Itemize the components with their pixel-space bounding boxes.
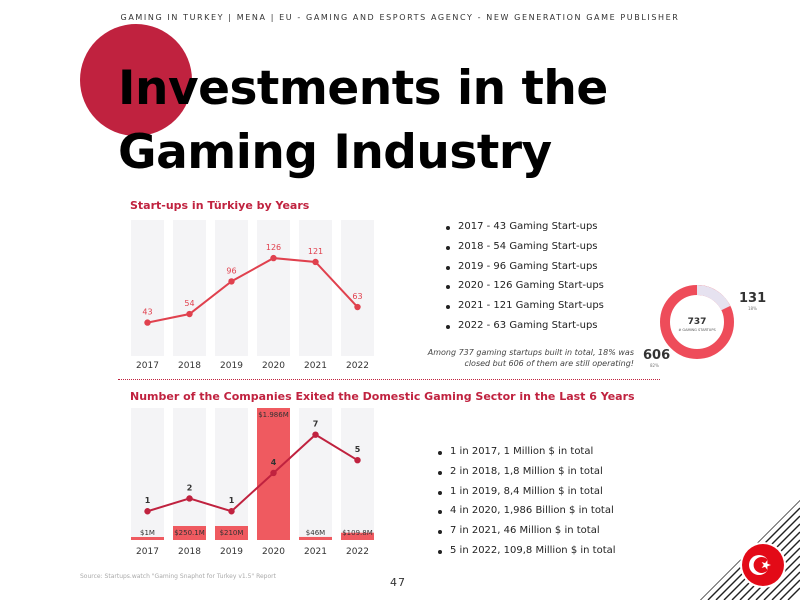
series-line-startups [147,257,359,324]
startups-list-item: 2018 - 54 Gaming Start-ups [444,241,604,261]
value-bar [215,526,248,540]
x-tick-label: 2020 [262,547,285,557]
data-point [312,431,319,438]
chart-column-bg [215,220,248,356]
data-point [354,303,361,311]
chart-column-bg [131,220,164,356]
title-line-2: Gaming Industry [118,125,552,180]
data-point [186,495,193,502]
exits-chart: 2017 2018 2019 2020 2021 2022 $1M $250.1M $210M $… [131,408,374,557]
turkey-flag-icon [740,542,786,588]
data-point [354,457,361,464]
bar-value-label: $210M [220,529,244,537]
title-decor-circle [80,24,192,136]
exits-heading: Number of the Companies Exited the Domes… [130,390,635,403]
donut-closed-segment [660,285,734,359]
value-bar [341,532,374,540]
chart-column-bg [341,220,374,356]
x-tick-label: 2022 [346,547,369,557]
donut-center-caption: # GAMING STARTUPS [678,328,716,332]
x-tick-label: 2019 [220,547,243,557]
exits-list-item: 7 in 2021, 46 Million $ in total [436,525,616,545]
chart-column-bg [173,220,206,356]
chart-column-bg [341,408,374,540]
donut-operating-pct: 82% [650,363,659,368]
x-tick-label: 2020 [262,361,285,371]
series-line-exits [147,433,359,513]
count-label: 4 [271,458,277,467]
startups-heading: Start-ups in Türkiye by Years [130,199,310,212]
exits-list-item: 1 in 2019, 8,4 Million $ in total [436,486,616,506]
data-label: 126 [266,243,281,252]
source-note: Source: Startups.watch "Gaming Snaphot f… [80,573,276,580]
exits-list-item: 1 in 2017, 1 Million $ in total [436,446,616,466]
donut-closed-pct: 18% [748,306,757,311]
page-number: 47 [390,576,406,589]
x-tick-label: 2021 [304,361,327,371]
chart-column-bg [131,408,164,540]
data-label: 121 [308,247,323,256]
data-point [144,319,151,326]
chart-column-bg [299,220,332,356]
donut-closed-value: 131 [739,291,766,306]
value-bar [173,526,206,540]
chart-column-bg [299,408,332,540]
exits-list-item: 2 in 2018, 1,8 Million $ in total [436,466,616,486]
bar-value-label: $250.1M [174,529,205,537]
x-tick-label: 2017 [136,547,159,557]
exits-list: 1 in 2017, 1 Million $ in total 2 in 2018… [436,446,616,565]
value-bar [299,536,332,540]
count-label: 2 [187,483,193,492]
bar-value-label: $109.8M [342,529,373,537]
title-line-1: Investments in the [118,61,608,116]
data-point [144,508,151,515]
startups-list-item: 2020 - 126 Gaming Start-ups [444,280,604,300]
data-label: 96 [226,266,236,275]
startups-list: 2017 - 43 Gaming Start-ups 2018 - 54 Gami… [444,221,604,340]
bar-value-label: $1M [140,529,155,537]
count-label: 7 [313,420,319,429]
chart-column-bg [257,220,290,356]
x-tick-label: 2018 [178,547,201,557]
bar-value-label: $1.986M [258,411,289,419]
data-point [270,469,277,477]
data-point [228,508,235,515]
count-label: 1 [229,496,235,505]
startups-note: Among 737 gaming startups built in total… [427,348,634,368]
donut-operating-value: 606 [643,348,670,363]
x-tick-label: 2018 [178,361,201,371]
header-tagline: GAMING IN TURKEY | MENA | EU - GAMING AN… [120,13,680,22]
data-point [186,310,193,318]
startups-list-item: 2022 - 63 Gaming Start-ups [444,320,604,340]
exits-list-item: 5 in 2022, 109,8 Million $ in total [436,545,616,565]
x-tick-label: 2019 [220,361,243,371]
x-tick-label: 2022 [346,361,369,371]
exits-list-item: 4 in 2020, 1,986 Billion $ in total [436,505,616,525]
data-point [312,258,319,266]
x-tick-label: 2017 [136,361,159,371]
bar-value-label: $46M [306,529,325,537]
donut-total: 737 [688,317,707,327]
data-label: 63 [352,292,362,301]
data-point [228,278,235,285]
count-label: 1 [145,496,151,505]
startups-list-item: 2019 - 96 Gaming Start-ups [444,261,604,281]
chart-column-bg [173,408,206,540]
data-label: 54 [184,299,194,308]
startups-list-item: 2021 - 121 Gaming Start-ups [444,300,604,320]
x-tick-label: 2021 [304,547,327,557]
startups-list-item: 2017 - 43 Gaming Start-ups [444,221,604,241]
data-label: 43 [142,308,152,317]
chart-column-bg [215,408,248,540]
section-divider [118,379,660,380]
count-label: 5 [355,445,361,454]
value-bar [131,537,164,540]
data-point [270,254,277,262]
startups-chart: 2017 2018 2019 2020 2021 2022 43 54 96 126 121 63 [131,220,374,371]
page-title: Investments in the Gaming Industry [118,57,608,185]
